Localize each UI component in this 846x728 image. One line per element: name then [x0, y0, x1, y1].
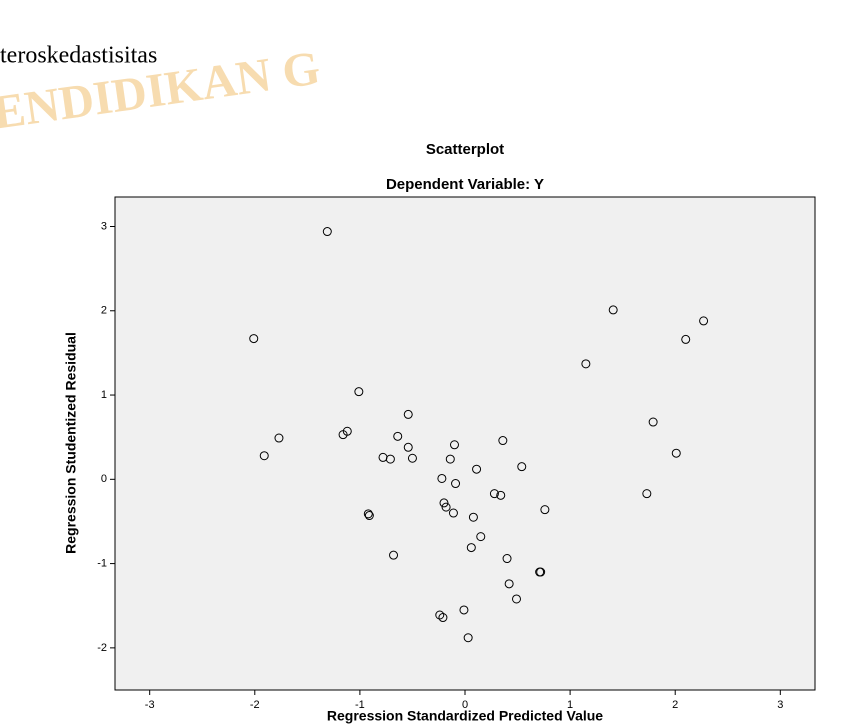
- y-tick-label: 3: [101, 220, 107, 232]
- point: [439, 498, 449, 508]
- point: [249, 334, 259, 344]
- point: [608, 305, 618, 315]
- y-tick-label: 0: [101, 473, 107, 485]
- point: [517, 462, 527, 472]
- point: [512, 594, 522, 604]
- point: [385, 454, 395, 464]
- point: [466, 543, 476, 553]
- point: [438, 613, 448, 623]
- y-axis-label: Regression Studentized Residual: [63, 332, 79, 554]
- point: [393, 431, 403, 441]
- point: [540, 505, 550, 515]
- point: [354, 387, 364, 397]
- point: [435, 610, 445, 620]
- point: [437, 473, 447, 483]
- point: [363, 509, 373, 519]
- y-tick-label: -2: [97, 642, 107, 654]
- x-tick-label: 3: [777, 699, 783, 711]
- y-tick-label: -1: [97, 557, 107, 569]
- point: [403, 442, 413, 452]
- point: [407, 453, 417, 463]
- point: [468, 512, 478, 522]
- chart-subtitle: Dependent Variable: Y: [386, 176, 544, 193]
- point: [581, 359, 591, 369]
- x-tick-label: -3: [145, 699, 155, 711]
- point: [463, 633, 473, 643]
- point: [699, 316, 709, 326]
- point: [451, 479, 461, 489]
- y-tick-label: 2: [101, 305, 107, 317]
- point: [441, 502, 451, 512]
- point: [502, 554, 512, 564]
- point: [498, 436, 508, 446]
- point: [259, 451, 269, 461]
- y-tick-label: 1: [101, 389, 107, 401]
- x-tick-label: -1: [355, 699, 365, 711]
- point: [338, 430, 348, 440]
- point: [322, 227, 332, 237]
- point: [648, 417, 658, 427]
- point: [681, 334, 691, 344]
- point: [445, 454, 455, 464]
- x-tick-label: 2: [672, 699, 678, 711]
- point: [459, 605, 469, 615]
- chart-title: Scatterplot: [426, 141, 504, 158]
- x-axis-label: Regression Standardized Predicted Value: [327, 708, 603, 724]
- point: [642, 489, 652, 499]
- point: [671, 448, 681, 458]
- point: [489, 489, 499, 499]
- x-tick-label: 0: [462, 699, 468, 711]
- x-tick-label: 1: [567, 699, 573, 711]
- point: [536, 567, 546, 577]
- x-tick-label: -2: [250, 699, 260, 711]
- point: [448, 508, 458, 518]
- point: [504, 579, 514, 589]
- point: [403, 409, 413, 419]
- point: [274, 433, 284, 443]
- caption: teroskedastisitas: [0, 43, 157, 69]
- point: [389, 550, 399, 560]
- point: [476, 532, 486, 542]
- plot-area: [114, 196, 816, 691]
- point: [449, 440, 459, 450]
- point: [496, 490, 506, 500]
- point: [472, 464, 482, 474]
- point: [364, 511, 374, 521]
